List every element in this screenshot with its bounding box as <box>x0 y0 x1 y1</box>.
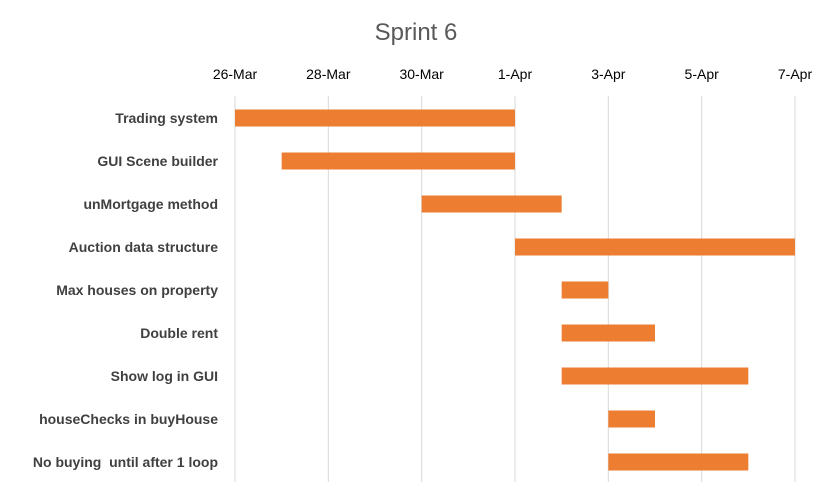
x-tick-label: 26-Mar <box>213 66 258 82</box>
task-labels: Trading system GUI Scene builder unMortgag… <box>33 110 219 470</box>
task-bars <box>235 109 795 471</box>
task-bar <box>561 281 609 299</box>
x-tick-label: 28-Mar <box>306 66 351 82</box>
x-tick-label: 7-Apr <box>778 66 813 82</box>
task-label: Auction data structure <box>69 239 219 255</box>
x-tick-label: 5-Apr <box>685 66 720 82</box>
x-axis-ticks: 26-Mar 28-Mar 30-Mar 1-Apr 3-Apr 5-Apr 7-Apr <box>213 66 813 82</box>
chart-title: Sprint 6 <box>375 19 458 46</box>
task-bar <box>561 324 655 342</box>
x-tick-label: 30-Mar <box>399 66 444 82</box>
task-bar <box>515 238 795 256</box>
task-bar <box>608 410 655 428</box>
x-tick-label: 3-Apr <box>591 66 626 82</box>
task-label: Double rent <box>140 325 218 341</box>
task-label: Max houses on property <box>56 282 218 298</box>
task-bar <box>608 453 749 471</box>
task-label: GUI Scene builder <box>97 153 218 169</box>
task-bar <box>421 195 562 213</box>
task-bar <box>281 152 515 170</box>
task-bar <box>235 109 515 127</box>
x-tick-label: 1-Apr <box>498 66 533 82</box>
task-bar <box>561 367 749 385</box>
task-label: unMortgage method <box>83 196 218 212</box>
task-label: houseChecks in buyHouse <box>39 411 218 427</box>
task-label: Trading system <box>115 110 218 126</box>
task-label: No buying until after 1 loop <box>33 454 218 470</box>
task-label: Show log in GUI <box>111 368 218 384</box>
